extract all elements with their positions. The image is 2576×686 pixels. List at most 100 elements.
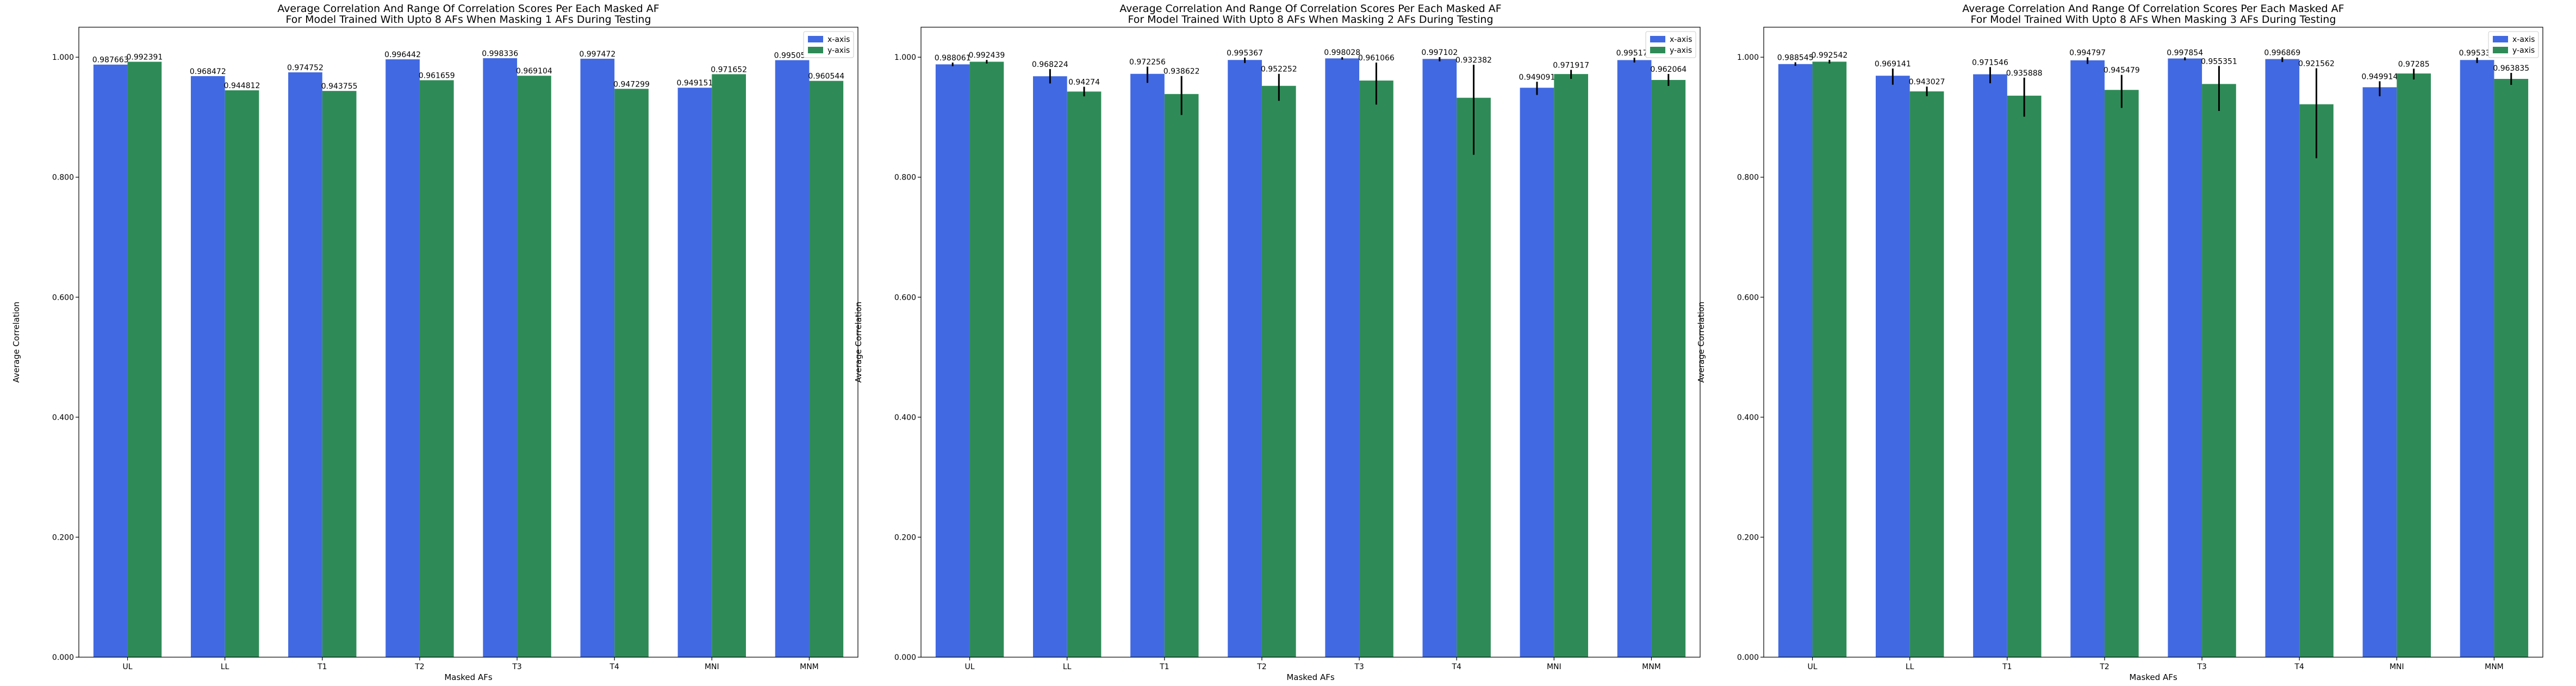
x-tick-label: MNI — [1547, 663, 1561, 671]
bar-x-axis-MNM — [775, 60, 810, 657]
data-label: 0.921562 — [2298, 59, 2335, 68]
legend: x-axis y-axis — [2488, 31, 2539, 58]
data-label: 0.992391 — [127, 53, 163, 62]
bar-x-axis-T3 — [483, 58, 518, 657]
y-tick-label: 0.000 — [52, 653, 74, 662]
data-label: 0.938622 — [1163, 67, 1200, 76]
legend-entry: x-axis — [1670, 35, 1692, 44]
x-tick-label: UL — [1808, 663, 1818, 671]
legend-swatch-y-axis — [1650, 47, 1665, 53]
bar-x-axis-UL — [93, 64, 128, 658]
series-x-axis: 0.988061 0.968224 0.972256 0.995367 0.998028… — [935, 48, 1652, 658]
legend-entry: y-axis — [2512, 46, 2535, 55]
bar-x-axis-MNI — [677, 88, 712, 657]
y-tick-label: 0.800 — [1737, 174, 1759, 182]
bar-y-axis-T3 — [517, 76, 551, 657]
x-tick-label: T1 — [2002, 663, 2012, 671]
bar-x-axis-T4 — [2265, 59, 2300, 657]
data-label: 0.972256 — [1129, 58, 1166, 67]
data-label: 0.996442 — [384, 51, 421, 59]
bar-x-axis-T3 — [1325, 58, 1360, 658]
bar-x-axis-T2 — [385, 59, 420, 658]
x-tick-label: MNM — [2485, 663, 2504, 671]
bar-y-axis-T1 — [2007, 95, 2042, 657]
y-tick-label: 0.000 — [894, 653, 916, 662]
x-tick-label: T4 — [2294, 663, 2304, 671]
chart-subtitle: For Model Trained With Upto 8 AFs When M… — [1128, 14, 1493, 26]
bar-x-axis-UL — [1778, 64, 1813, 657]
legend: x-axis y-axis — [803, 31, 854, 58]
chart-subtitle: For Model Trained With Upto 8 AFs When M… — [285, 14, 651, 26]
data-label: 0.943027 — [1909, 78, 1945, 86]
bar-y-axis-LL — [1067, 91, 1102, 657]
bar-x-axis-T1 — [288, 72, 322, 657]
bar-y-axis-MNI — [1554, 74, 1589, 658]
chart-title: Average Correlation And Range Of Correla… — [1119, 3, 1501, 15]
data-label: 0.94274 — [1068, 78, 1100, 86]
x-tick-label: T3 — [512, 663, 521, 671]
data-label: 0.952252 — [1261, 65, 1297, 74]
legend-entry: y-axis — [1670, 46, 1692, 55]
bar-y-axis-LL — [225, 90, 259, 658]
data-label: 0.968224 — [1032, 60, 1068, 69]
y-tick-label: 1.000 — [52, 53, 74, 62]
data-label: 0.961066 — [1358, 54, 1395, 63]
y-tick-label: 0.800 — [52, 174, 74, 182]
bar-y-axis-LL — [1909, 91, 1944, 657]
data-label: 0.960544 — [808, 72, 844, 81]
y-tick-label: 0.600 — [52, 293, 74, 302]
y-tick-label: 0.800 — [894, 174, 916, 182]
chart-panel-2: Average Correlation And Range Of Correla… — [854, 3, 1701, 682]
bar-x-axis-T1 — [1973, 74, 2007, 657]
bar-y-axis-MNI — [712, 74, 746, 658]
x-axis-label: Masked AFs — [444, 672, 493, 682]
bar-x-axis-LL — [1032, 76, 1067, 657]
bar-x-axis-T1 — [1130, 73, 1165, 658]
data-label: 0.971546 — [1972, 58, 2008, 67]
x-tick-label: T2 — [1256, 663, 1266, 671]
data-label: 0.947299 — [613, 80, 650, 89]
x-axis-label: Masked AFs — [1286, 672, 1335, 682]
x-tick-label: MNI — [705, 663, 719, 671]
bar-y-axis-MNM — [2494, 79, 2529, 657]
data-label: 0.992542 — [1812, 51, 1848, 60]
x-tick-label: T1 — [317, 663, 327, 671]
y-tick-label: 0.200 — [894, 533, 916, 542]
data-label: 0.932382 — [1455, 56, 1492, 65]
data-label: 0.949151 — [677, 79, 713, 88]
y-tick-label: 0.600 — [894, 293, 916, 302]
chart-panel-3: Average Correlation And Range Of Correla… — [1696, 3, 2543, 682]
y-tick-label: 0.000 — [1737, 653, 1759, 662]
data-label: 0.963835 — [2493, 64, 2529, 73]
y-tick-label: 0.600 — [1737, 293, 1759, 302]
bar-y-axis-T2 — [1261, 85, 1296, 657]
y-tick-label: 1.000 — [1737, 53, 1759, 62]
bar-y-axis-UL — [1812, 61, 1847, 658]
data-label: 0.994797 — [2069, 48, 2106, 57]
data-label: 0.995052 — [774, 52, 811, 60]
bar-x-axis-MNM — [2460, 60, 2494, 657]
legend-entry: x-axis — [827, 35, 850, 44]
bar-y-axis-MNM — [809, 81, 844, 657]
bar-x-axis-LL — [190, 76, 225, 658]
chart-title: Average Correlation And Range Of Correla… — [1962, 3, 2344, 15]
legend-entry: y-axis — [827, 46, 850, 55]
bar-x-axis-T2 — [1228, 60, 1262, 657]
x-tick-label: LL — [221, 663, 229, 671]
bar-y-axis-UL — [969, 61, 1004, 657]
data-label: 0.949914 — [2362, 72, 2398, 81]
bar-x-axis-T4 — [580, 58, 615, 657]
chart-panel-1: Average Correlation And Range Of Correla… — [11, 3, 858, 682]
x-tick-label: T4 — [609, 663, 619, 671]
plot-frame — [78, 27, 858, 658]
bar-y-axis-T4 — [1457, 97, 1491, 658]
data-label: 0.962064 — [1650, 65, 1687, 74]
data-label: 0.945479 — [2104, 66, 2140, 75]
data-label: 0.996869 — [2264, 48, 2300, 57]
x-tick-label: T1 — [1159, 663, 1169, 671]
y-tick-label: 0.400 — [894, 413, 916, 422]
bar-x-axis-MNI — [2362, 87, 2397, 657]
y-axis-label: Average Correlation — [854, 301, 863, 382]
data-label: 0.969141 — [1875, 60, 1911, 69]
